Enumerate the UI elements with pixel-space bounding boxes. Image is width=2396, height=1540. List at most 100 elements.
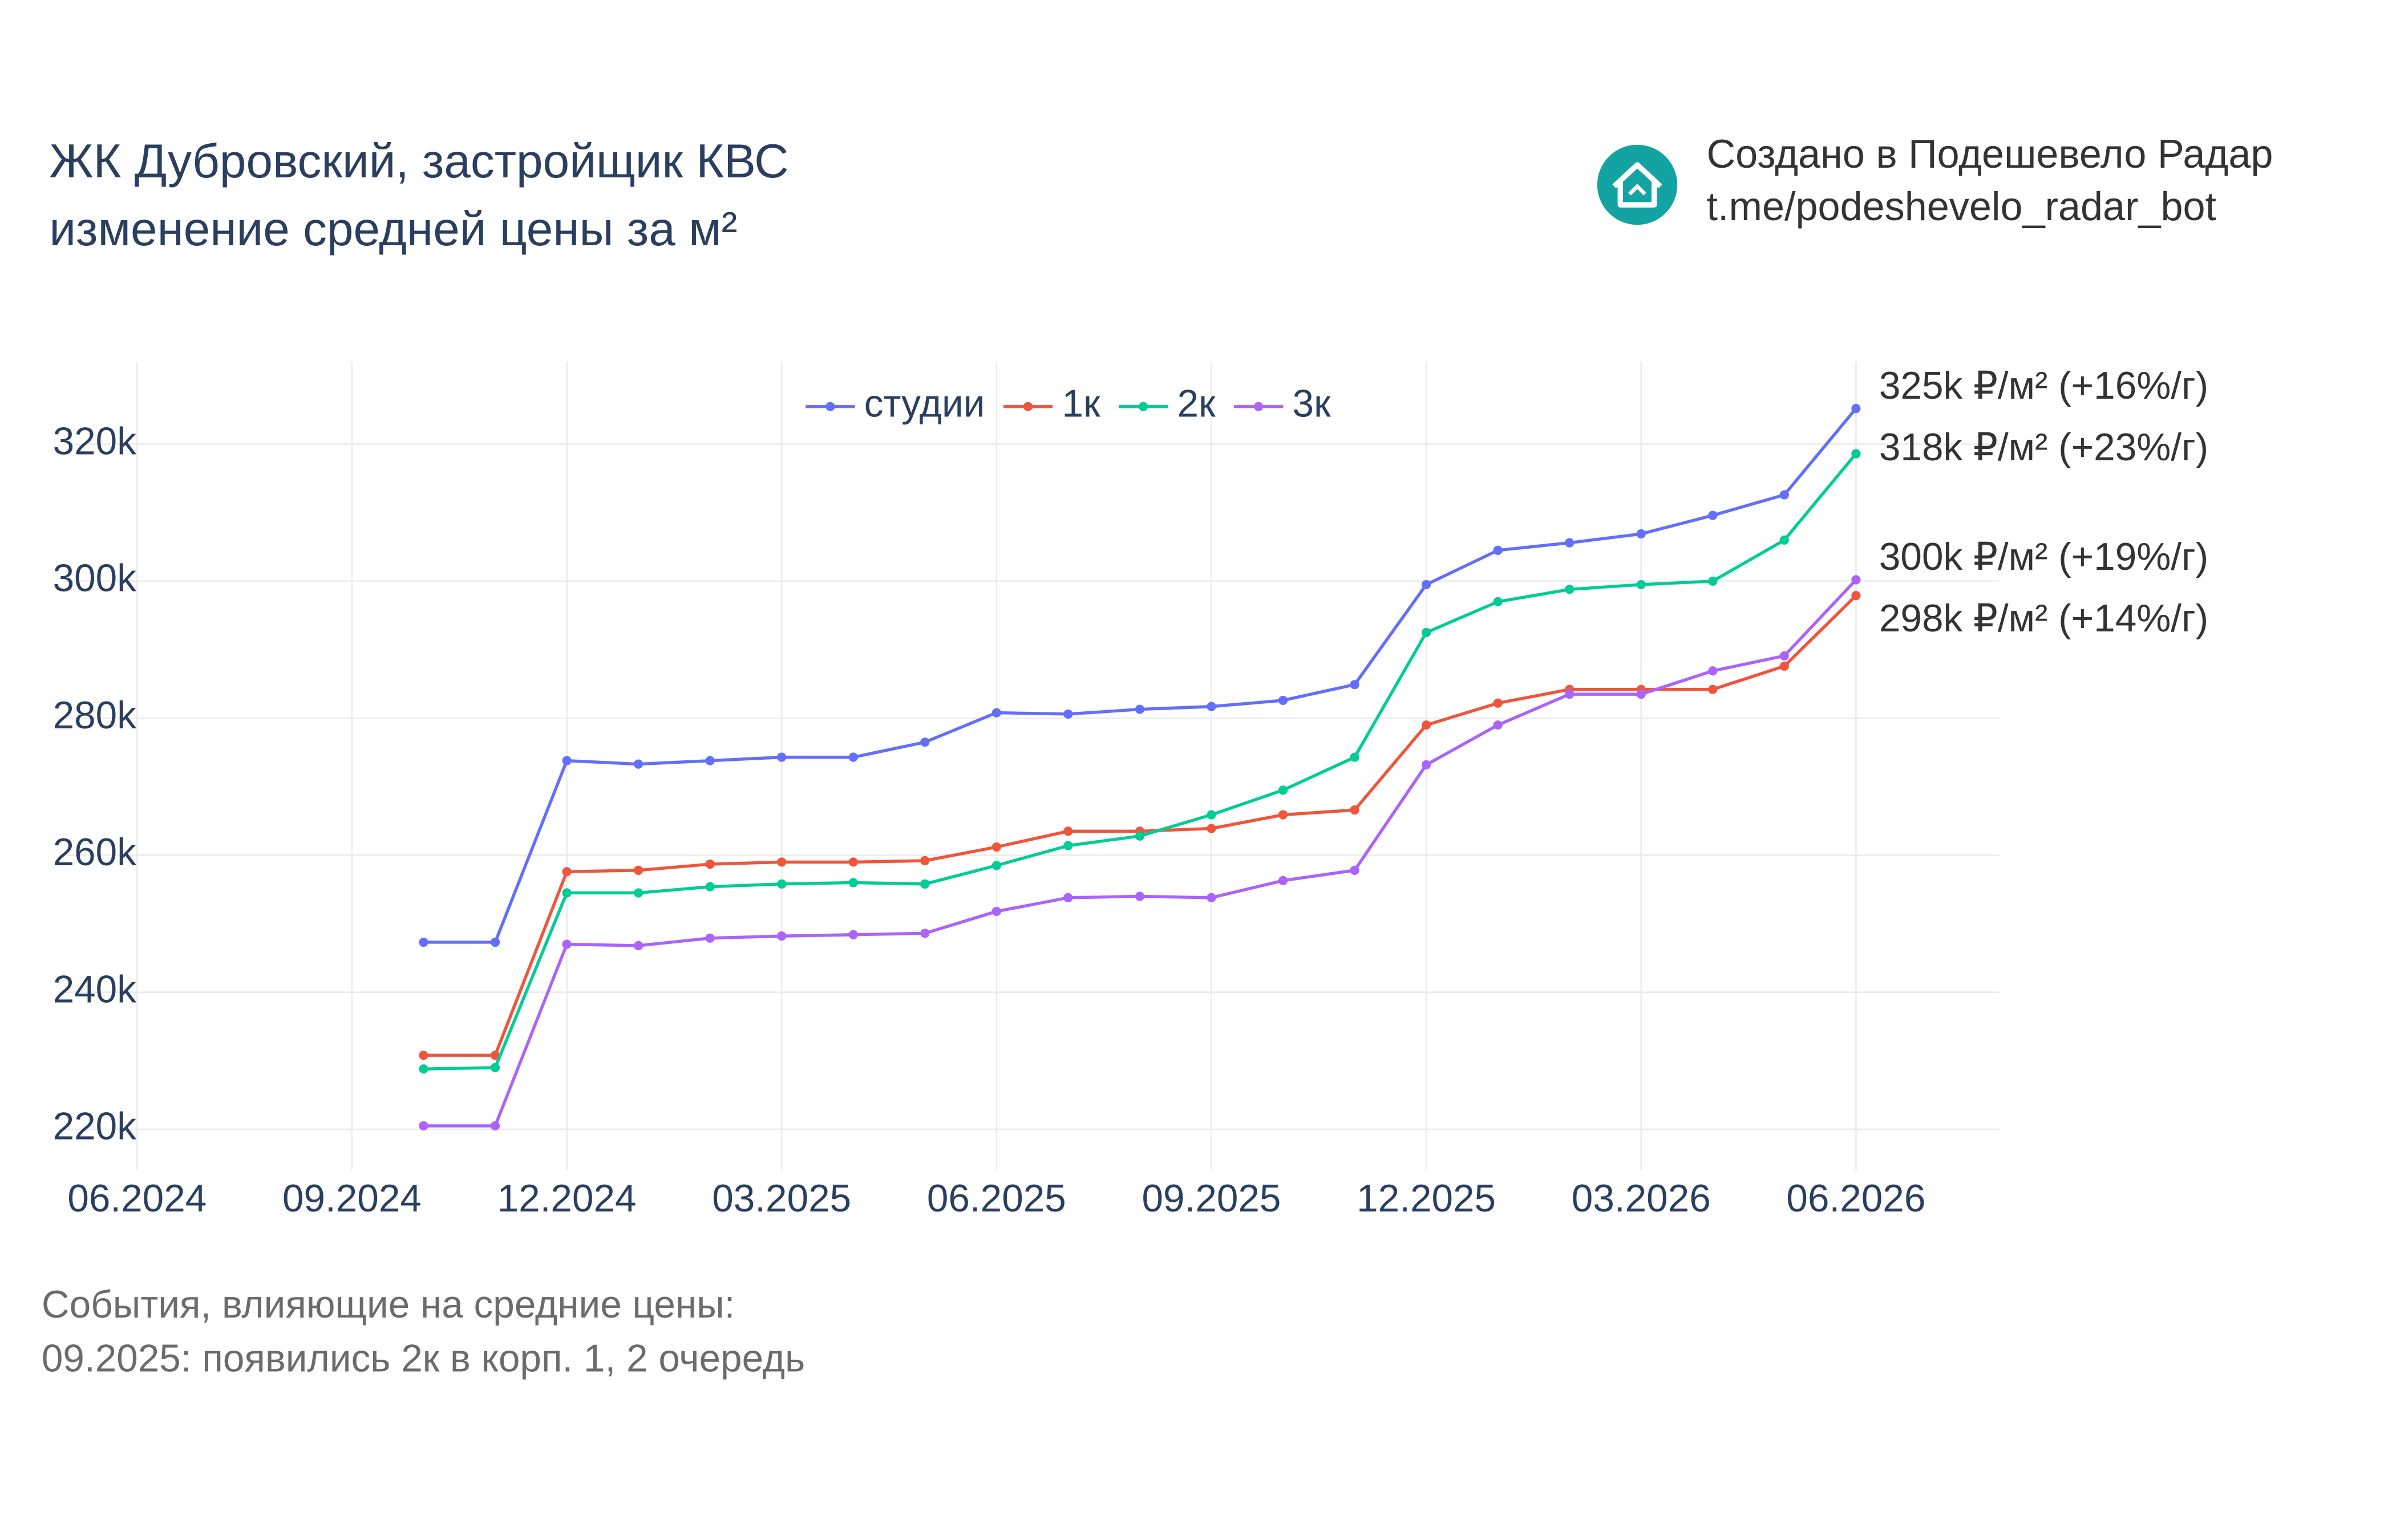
legend-item: 3к — [1233, 383, 1331, 425]
point — [1422, 720, 1431, 730]
point — [490, 937, 500, 947]
point — [1708, 684, 1718, 694]
x-tick-label: 06.2024 — [67, 1177, 207, 1220]
x-tick-label: 09.2025 — [1142, 1177, 1281, 1220]
point — [1708, 576, 1718, 586]
point — [1493, 698, 1503, 708]
x-tick-label: 03.2025 — [712, 1177, 851, 1220]
point — [991, 842, 1001, 852]
point — [419, 1121, 428, 1130]
point — [1207, 824, 1216, 833]
point — [490, 1051, 500, 1060]
point — [1278, 785, 1288, 795]
point — [562, 888, 572, 898]
point — [848, 878, 858, 887]
point — [1636, 529, 1646, 539]
y-tick-label: 220k — [53, 1105, 137, 1148]
point — [419, 937, 428, 947]
point — [848, 857, 858, 867]
point — [777, 857, 787, 867]
point — [1708, 666, 1718, 676]
note: 09.2025: появились 2к в корп. 1, 2 очере… — [42, 1338, 805, 1380]
x-tick-label: 09.2024 — [282, 1177, 422, 1220]
legend: студии 1к 2к 3к — [806, 383, 1331, 425]
point — [1278, 695, 1288, 706]
point — [848, 752, 858, 762]
point — [1207, 810, 1216, 820]
credit: Создано в Подешевело Радар — [1707, 131, 2273, 176]
point — [991, 708, 1001, 718]
credit-link: t.me/podeshevelo_radar_bot — [1707, 184, 2217, 229]
point — [1422, 760, 1431, 769]
point — [1851, 449, 1861, 459]
legend-marker — [825, 402, 835, 411]
point — [1135, 831, 1145, 841]
point — [1063, 826, 1073, 836]
y-tick-label: 260k — [53, 831, 137, 874]
point — [1636, 579, 1646, 590]
point — [562, 867, 572, 877]
point — [920, 929, 930, 938]
legend-label: 3к — [1293, 383, 1331, 425]
note: События, влияющие на средние цены: — [42, 1283, 735, 1326]
y-tick-label: 300k — [53, 557, 137, 600]
point — [1851, 591, 1861, 601]
point — [1350, 805, 1359, 815]
legend-marker — [1023, 402, 1033, 411]
end-label: 300k ₽/м² (+19%/г) — [1879, 536, 2208, 578]
point — [705, 859, 715, 869]
point — [419, 1051, 428, 1060]
point — [562, 756, 572, 765]
grid — [65, 362, 2000, 1170]
point — [848, 930, 858, 939]
point — [705, 933, 715, 943]
point — [1779, 490, 1789, 500]
end-label: 318k ₽/м² (+23%/г) — [1879, 426, 2208, 469]
point — [705, 756, 715, 765]
legend-label: 1к — [1062, 383, 1100, 425]
y-tick-label: 280k — [53, 694, 137, 737]
point — [1350, 680, 1359, 690]
y-tick-label: 320k — [53, 420, 137, 463]
y-tick-label: 240k — [53, 968, 137, 1011]
point — [1493, 597, 1503, 607]
point — [1063, 709, 1073, 719]
point — [490, 1121, 500, 1130]
x-tick-label: 12.2025 — [1357, 1177, 1496, 1220]
point — [1851, 404, 1861, 414]
x-tick-label: 12.2024 — [497, 1177, 637, 1220]
legend-item: 2к — [1118, 383, 1216, 425]
point — [490, 1063, 500, 1072]
chart-title: ЖК Дубровский, застройщик КВС — [49, 134, 788, 188]
point — [634, 865, 643, 875]
point — [634, 888, 643, 898]
point — [920, 856, 930, 866]
point — [1063, 841, 1073, 850]
point — [419, 1064, 428, 1074]
point — [1493, 720, 1503, 730]
x-tick-label: 06.2026 — [1786, 1177, 1925, 1220]
end-label: 298k ₽/м² (+14%/г) — [1879, 597, 2208, 640]
point — [634, 759, 643, 769]
point — [1422, 627, 1431, 638]
point — [1135, 891, 1145, 901]
point — [1135, 704, 1145, 714]
legend-item: 1к — [1003, 383, 1100, 425]
point — [1063, 893, 1073, 902]
point — [1779, 535, 1789, 545]
legend-label: 2к — [1177, 383, 1216, 425]
point — [634, 941, 643, 951]
legend-item: студии — [806, 383, 985, 425]
x-tick-label: 03.2026 — [1572, 1177, 1711, 1220]
point — [1636, 690, 1646, 699]
point — [920, 879, 930, 889]
logo — [1597, 144, 1678, 225]
end-label: 325k ₽/м² (+16%/г) — [1879, 364, 2208, 407]
point — [1779, 661, 1789, 671]
point — [1207, 893, 1216, 902]
legend-marker — [1139, 402, 1148, 411]
legend-marker — [1254, 402, 1264, 411]
point — [562, 939, 572, 949]
